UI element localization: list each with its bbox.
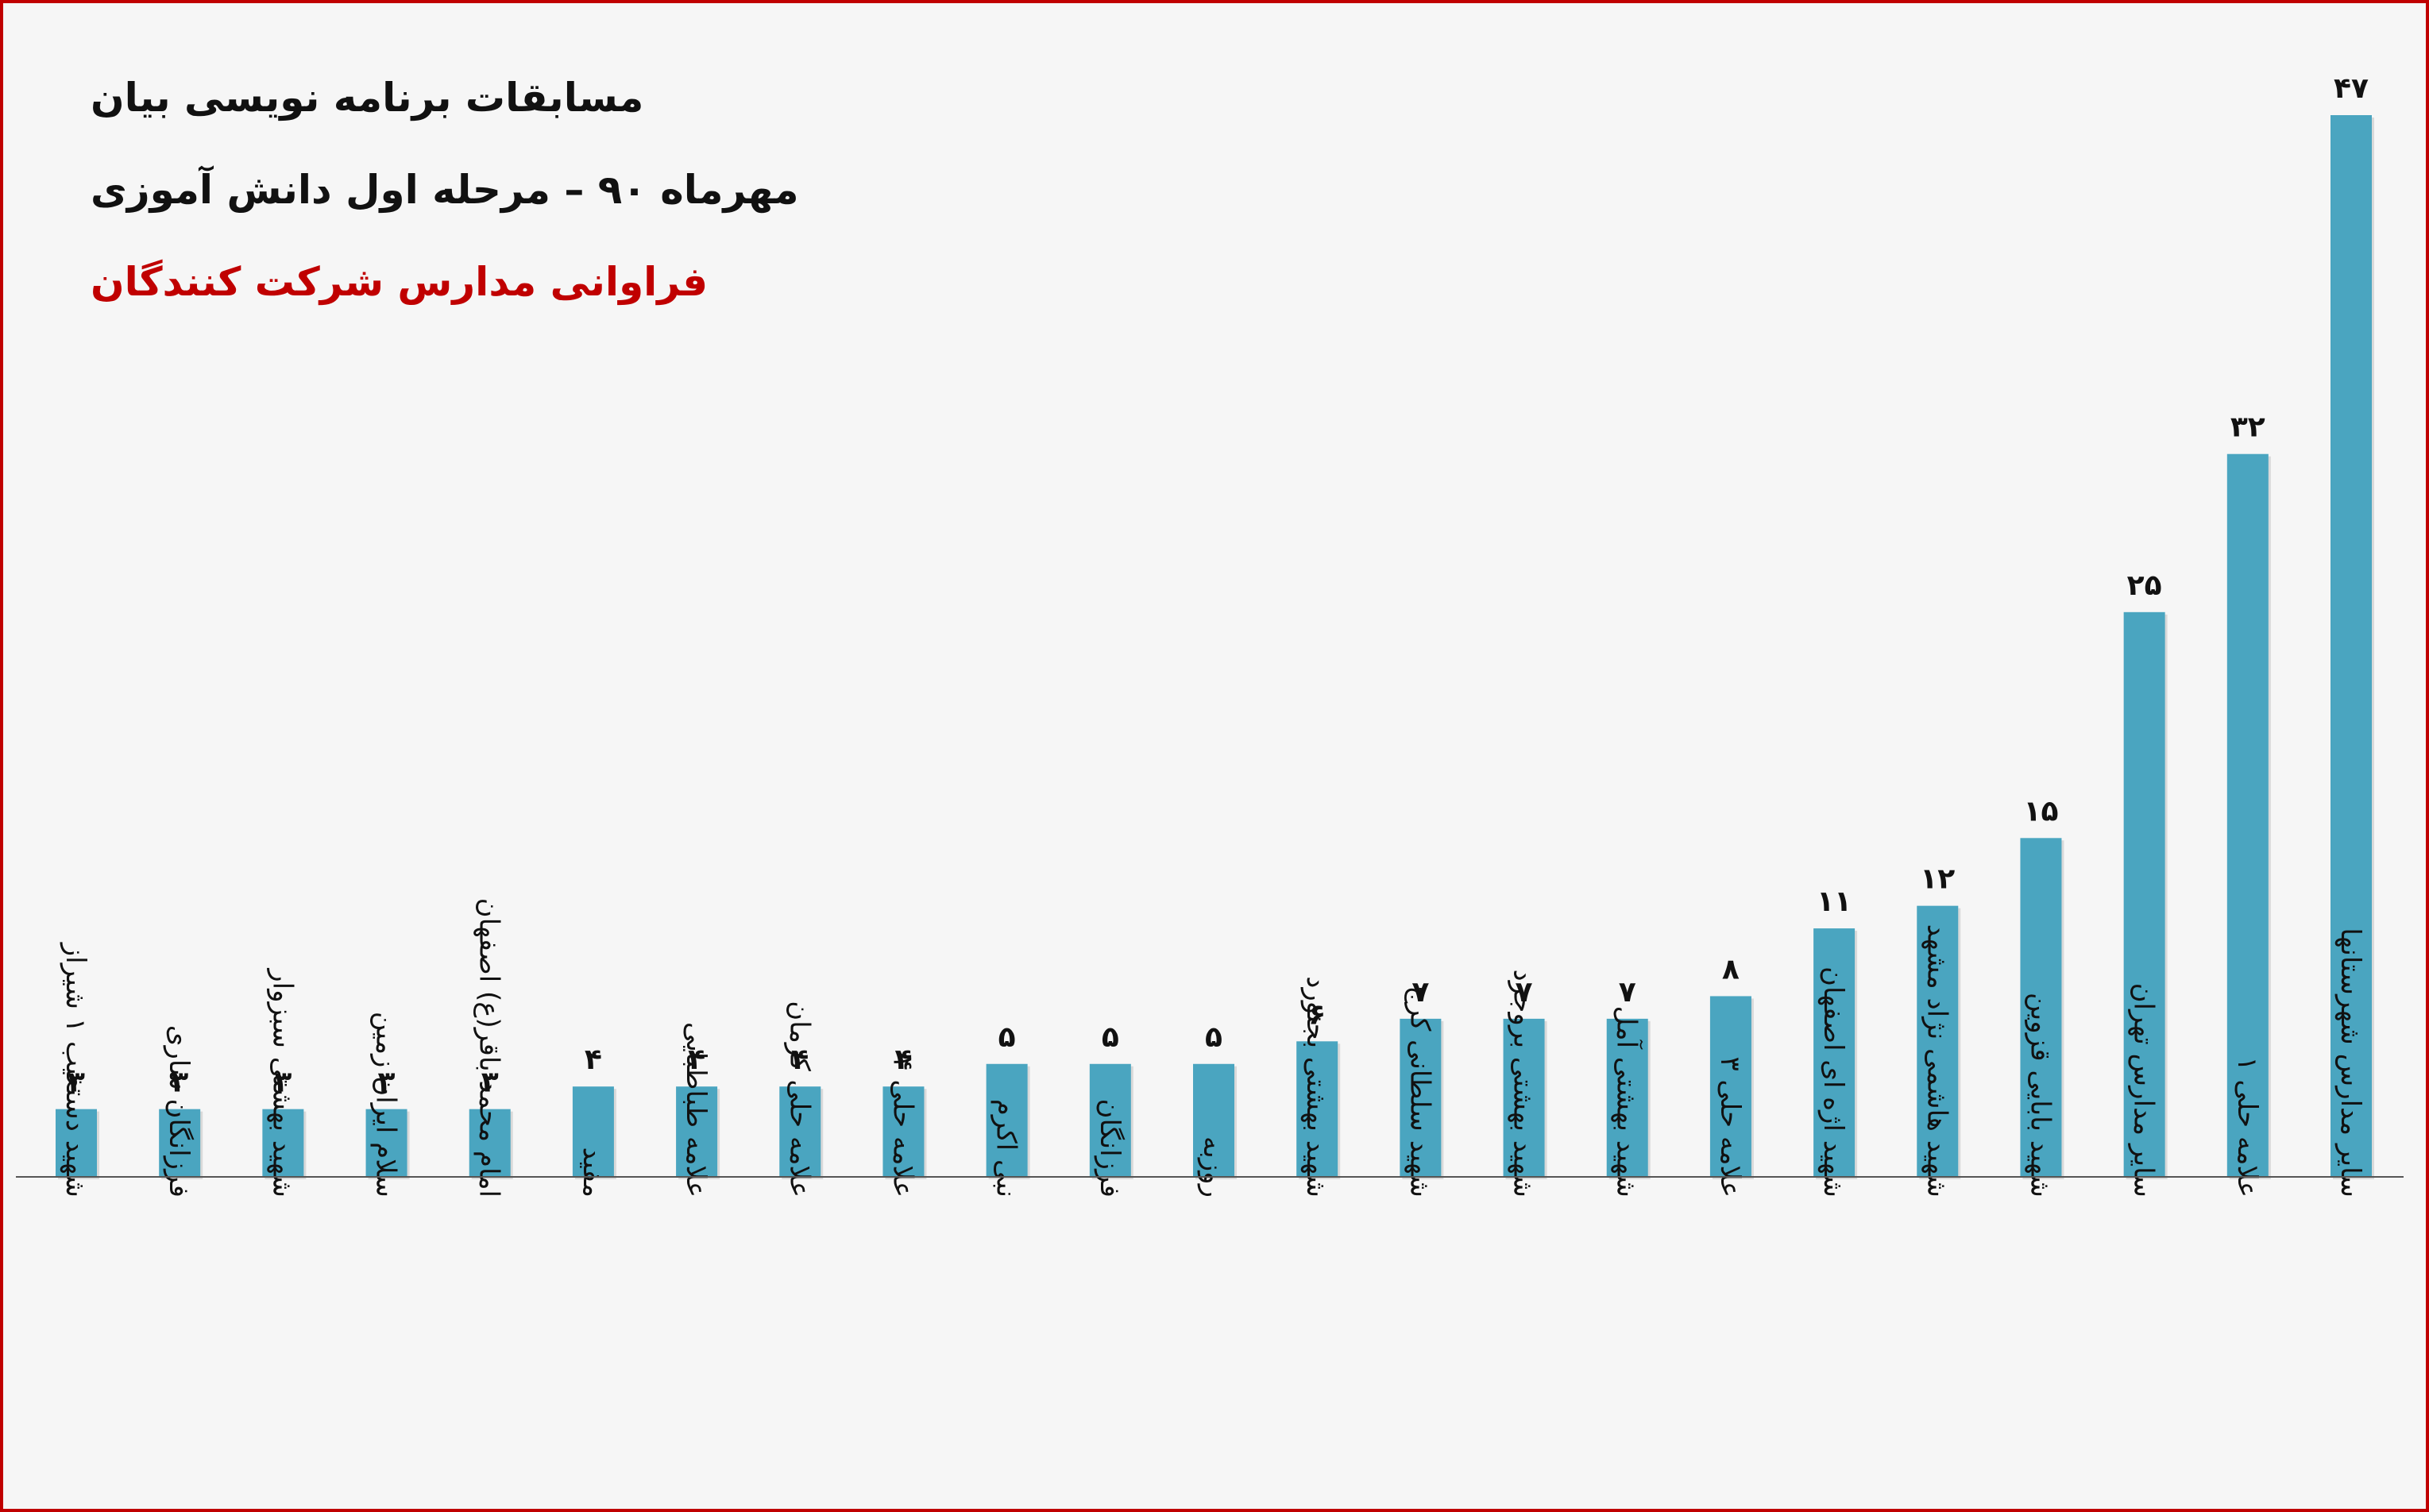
data-label-3: ۳ <box>274 1066 292 1099</box>
category-label-6: مفید <box>577 1147 608 1198</box>
bar-4 <box>365 1109 407 1177</box>
bar-17 <box>1709 996 1751 1177</box>
bar-23 <box>2331 115 2372 1177</box>
category-label-20: شهید بابایی قزوین <box>2024 993 2056 1198</box>
bar-15 <box>1503 1018 1545 1177</box>
category-label-18: شهید اژه ای اصفهان <box>1817 966 1849 1198</box>
category-label-4: سلام ایران زمین <box>370 1012 402 1198</box>
chart-subtitle: مهرماه ۹۰ – مرحله اول دانش آموزی <box>91 167 799 213</box>
category-label-3: شهید بهشتی سبزوار <box>266 967 298 1198</box>
data-label-18: ۱۱ <box>1817 885 1852 918</box>
category-label-22: علامه حلی ۱ <box>2231 1056 2263 1198</box>
bar-3 <box>262 1109 304 1177</box>
bar-2 <box>159 1109 201 1177</box>
bar-20 <box>2020 838 2062 1177</box>
data-label-20: ۱۵ <box>2023 795 2058 827</box>
chart-subtitle-highlight: فراوانی مدارس شرکت کنندگان <box>91 259 709 305</box>
category-label-23: سایر مدارس شهرستانها <box>2334 928 2366 1198</box>
bar-22 <box>2226 453 2269 1177</box>
data-label-13: ۶ <box>1308 998 1326 1031</box>
bar-18 <box>1813 928 1856 1177</box>
chart-titles: مسابقات برنامه نویسی بیان مهرماه ۹۰ – مر… <box>91 75 799 351</box>
category-label-2: فرزانگان ساری <box>163 1025 195 1198</box>
category-label-17: علامه حلی ۳ <box>1714 1056 1746 1198</box>
data-label-2: ۳ <box>171 1066 188 1099</box>
data-label-10: ۵ <box>998 1021 1016 1054</box>
data-label-23: ۴۷ <box>2334 72 2369 105</box>
bar-7 <box>676 1086 718 1177</box>
data-label-1: ۳ <box>68 1066 85 1099</box>
bar-11 <box>1089 1063 1131 1177</box>
category-label-9: علامه حلی ۴ <box>886 1056 918 1198</box>
data-label-7: ۴ <box>688 1043 705 1076</box>
bar-6 <box>572 1086 614 1177</box>
bar-13 <box>1296 1041 1338 1177</box>
bar-14 <box>1400 1018 1442 1177</box>
data-label-6: ۴ <box>585 1043 602 1076</box>
bar-16 <box>1606 1018 1648 1177</box>
category-label-10: نبی اکرم <box>991 1099 1022 1198</box>
bar-21 <box>2123 611 2165 1177</box>
data-label-15: ۷ <box>1516 976 1533 1009</box>
bar-12 <box>1193 1063 1234 1177</box>
data-label-22: ۳۲ <box>2230 411 2265 444</box>
category-label-7: علامه طباطبایی <box>680 1022 712 1198</box>
category-label-21: سایر مدارس تهران <box>2128 983 2160 1198</box>
bar-19 <box>1917 905 1959 1177</box>
category-label-8: علامه حلی کرمان <box>783 1001 815 1198</box>
bar-5 <box>469 1109 511 1177</box>
category-label-11: فرزانگان <box>1094 1099 1126 1198</box>
data-label-12: ۵ <box>1205 1021 1222 1054</box>
data-label-9: ۴ <box>894 1043 912 1076</box>
data-label-5: ۳ <box>481 1066 499 1099</box>
category-label-15: شهید بهشتی بروجرد <box>1508 969 1539 1198</box>
data-label-16: ۷ <box>1619 976 1636 1009</box>
bar-1 <box>56 1109 97 1177</box>
data-label-19: ۱۲ <box>1920 863 1955 896</box>
category-label-12: روزبه <box>1197 1136 1229 1198</box>
category-label-5: امام محمد باقر(ع) اصفهان <box>473 898 505 1198</box>
category-label-19: شهید هاشمی نژاد مشهد <box>1921 924 1952 1198</box>
data-label-4: ۳ <box>378 1066 396 1099</box>
bar-10 <box>986 1063 1028 1177</box>
data-label-17: ۸ <box>1722 953 1740 986</box>
data-label-14: ۷ <box>1411 976 1429 1009</box>
category-label-1: شهید دستغیب ۱ شیراز <box>60 942 91 1198</box>
chart-title: مسابقات برنامه نویسی بیان <box>91 75 644 121</box>
bar-8 <box>779 1086 821 1177</box>
data-label-11: ۵ <box>1102 1021 1119 1054</box>
bar-9 <box>882 1086 925 1177</box>
data-label-8: ۴ <box>791 1043 809 1076</box>
category-label-14: شهید سلطانی کرج <box>1404 986 1435 1198</box>
category-label-13: شهید بهشتی بجنورد <box>1300 976 1332 1198</box>
data-label-21: ۲۵ <box>2127 569 2162 602</box>
category-label-16: شهید بهشتی آمل <box>1611 1006 1643 1198</box>
